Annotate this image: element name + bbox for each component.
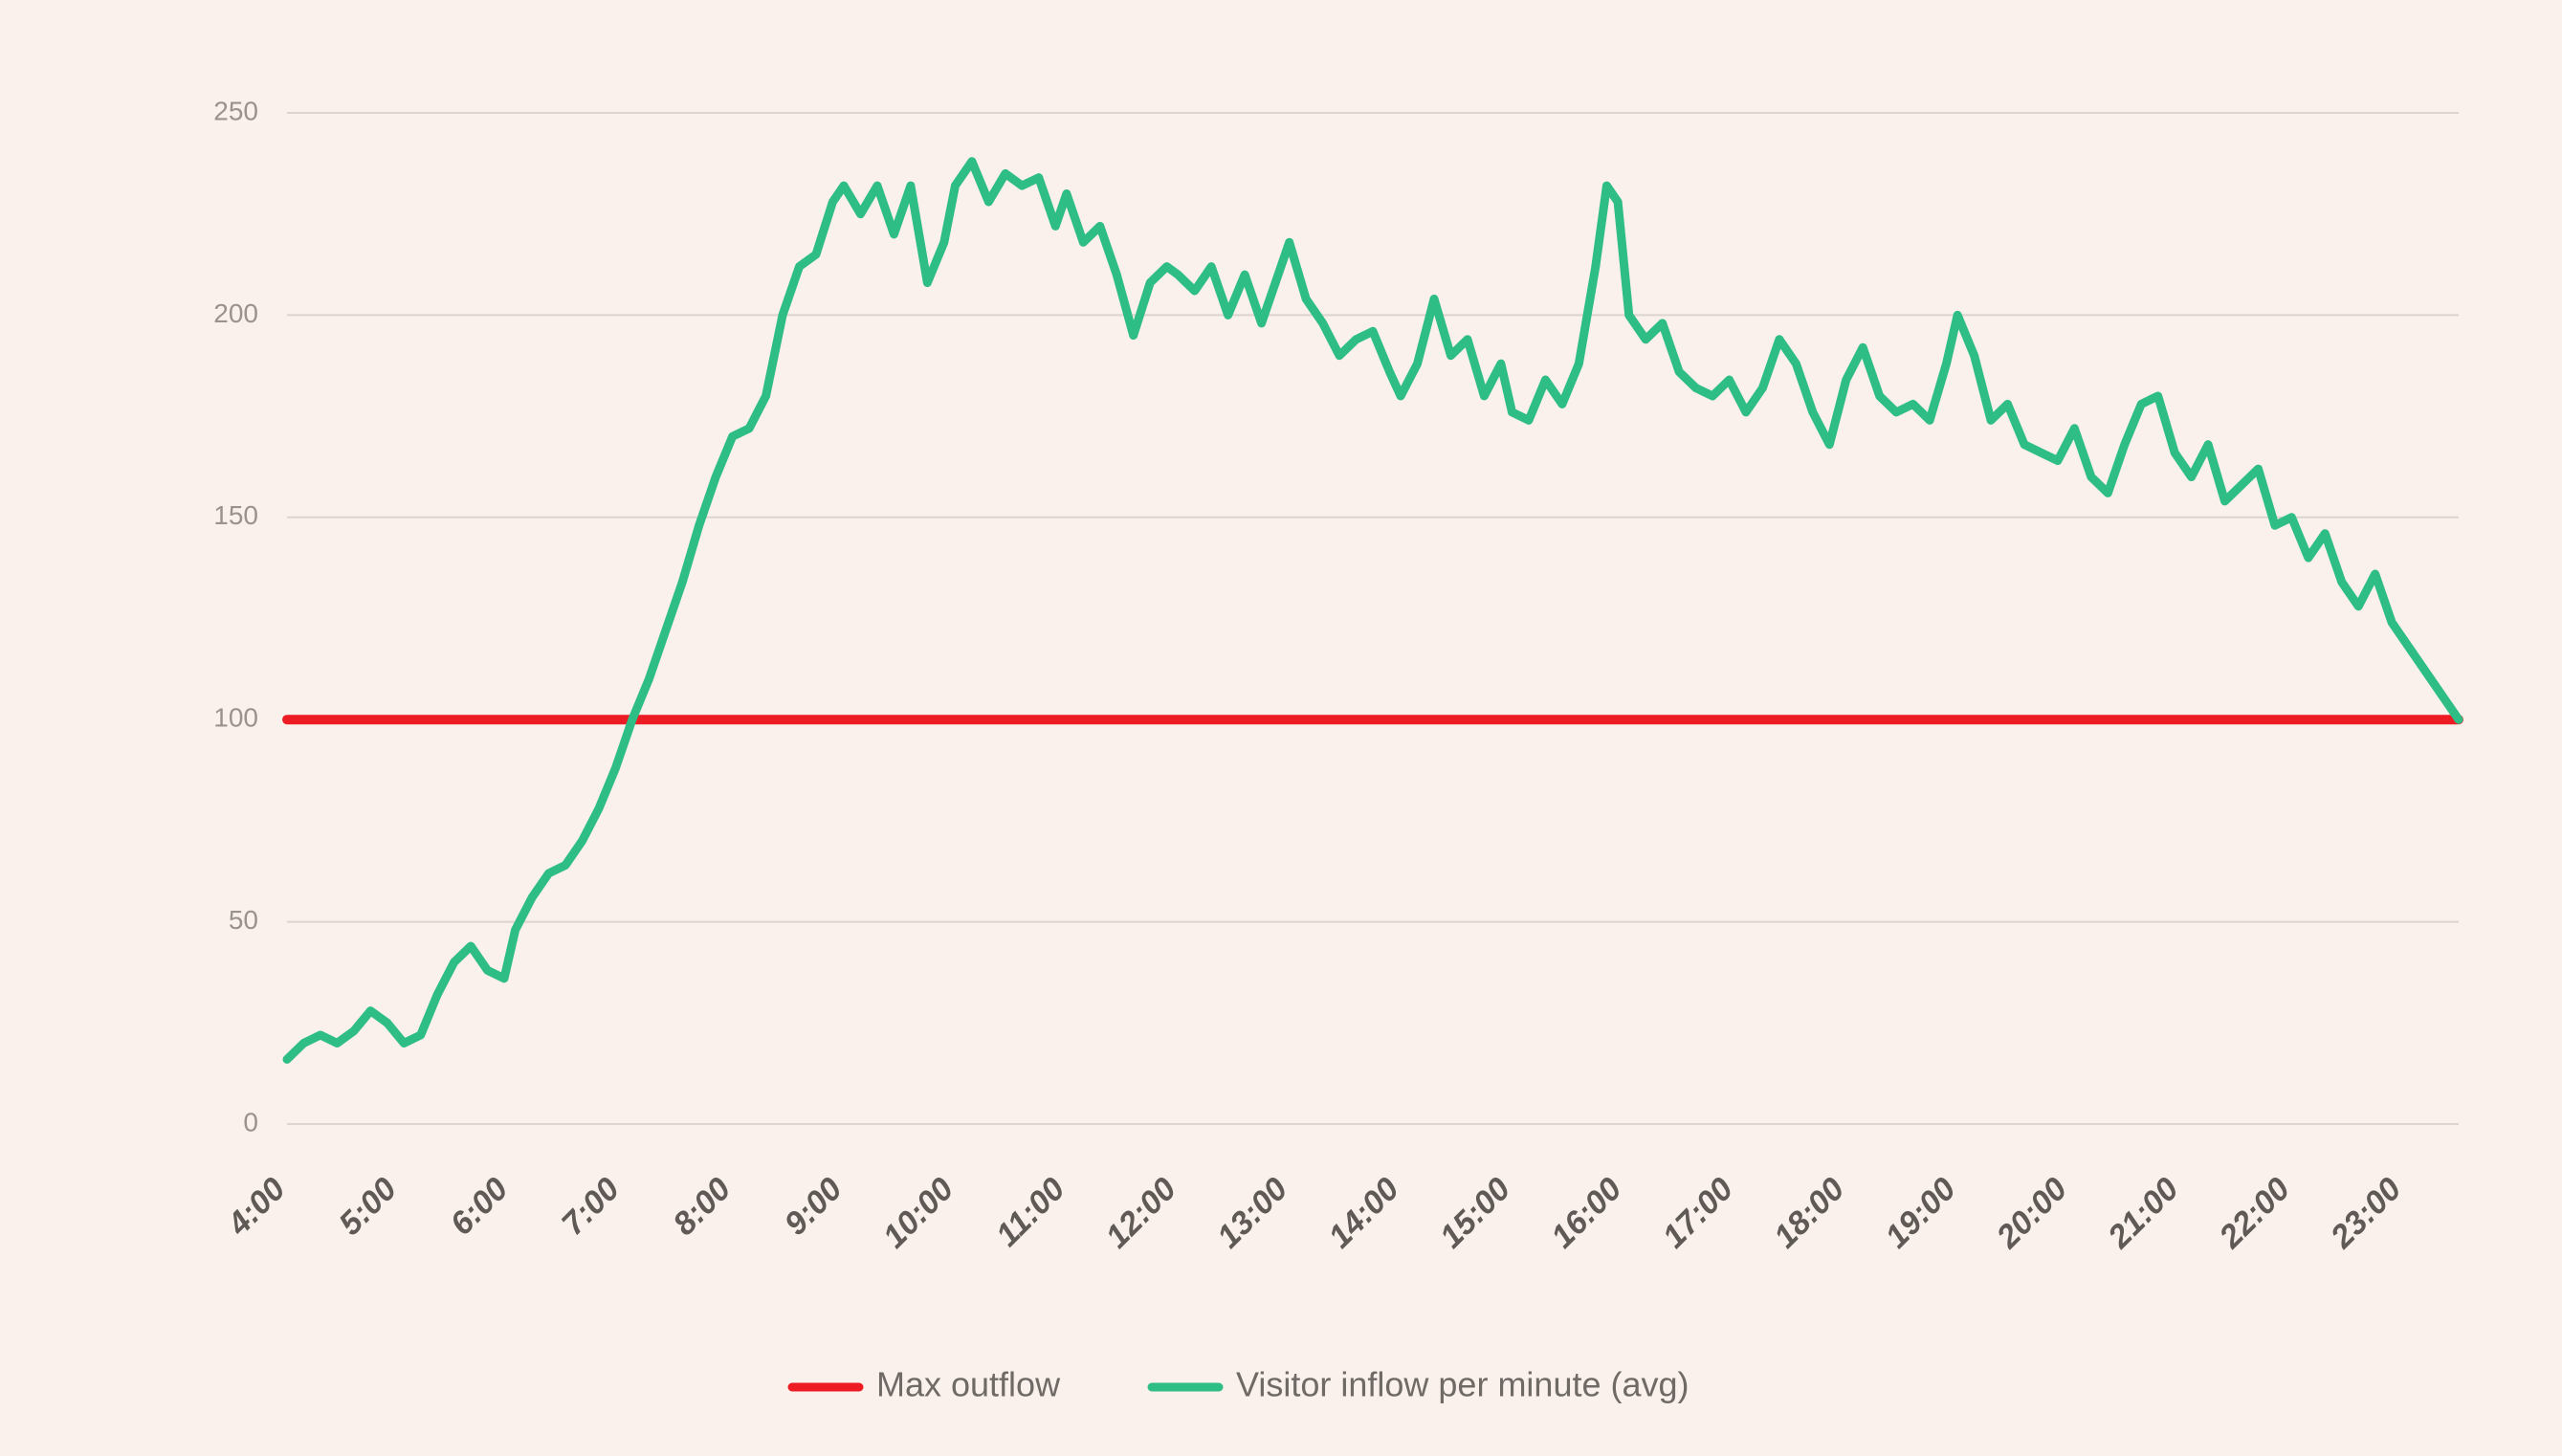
y-tick-label: 150 (213, 500, 258, 530)
chart-background (0, 0, 2562, 1456)
legend-label-visitor_inflow: Visitor inflow per minute (avg) (1236, 1365, 1690, 1404)
chart-svg: 0501001502002504:005:006:007:008:009:001… (0, 0, 2562, 1456)
y-tick-label: 250 (213, 96, 258, 125)
line-chart: 0501001502002504:005:006:007:008:009:001… (0, 0, 2562, 1456)
y-tick-label: 100 (213, 703, 258, 733)
y-tick-label: 0 (243, 1107, 258, 1136)
y-tick-label: 50 (229, 905, 258, 935)
y-tick-label: 200 (213, 298, 258, 328)
legend-label-max_outflow: Max outflow (876, 1365, 1061, 1404)
legend: Max outflow Visitor inflow per minute (av… (792, 1365, 1690, 1404)
